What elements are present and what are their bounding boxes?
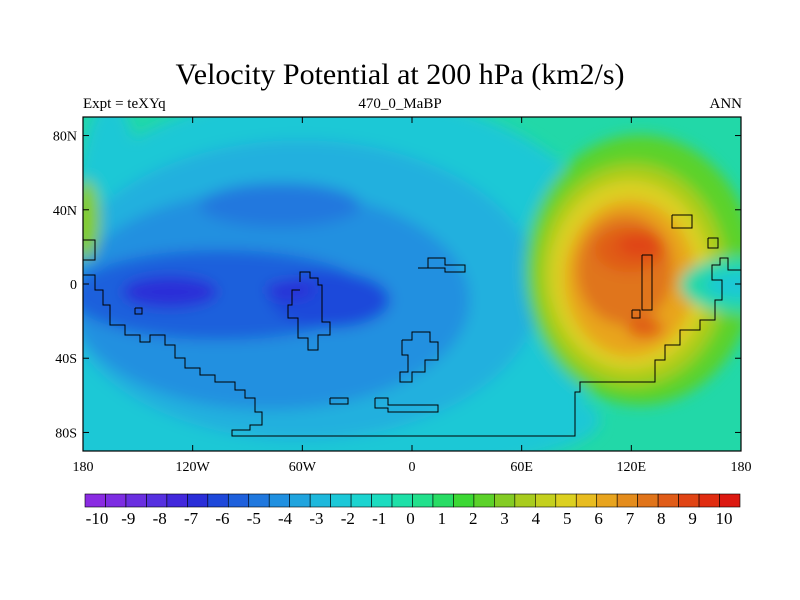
colorbar-swatch	[678, 493, 700, 508]
colorbar-swatch	[453, 493, 475, 508]
colorbar-label: 8	[657, 509, 666, 528]
y-tick-label: 0	[70, 278, 77, 293]
colorbar-label: -4	[278, 509, 293, 528]
colorbar-swatch	[719, 493, 741, 508]
colorbar-label: 0	[406, 509, 415, 528]
colorbar-swatch	[146, 493, 168, 508]
x-tick-label: 60W	[289, 460, 317, 475]
colorbar-label: 4	[532, 509, 541, 528]
colorbar-swatch	[535, 493, 557, 508]
x-tick-label: 0	[409, 460, 416, 475]
coastlines	[83, 214, 741, 437]
colorbar-swatch	[309, 493, 331, 508]
colorbar-label: -8	[153, 509, 167, 528]
experiment-label: Expt = teXYq	[83, 96, 166, 112]
colorbar-swatch	[289, 493, 311, 508]
colorbar-label: -9	[121, 509, 135, 528]
colorbar-label: 10	[716, 509, 733, 528]
colorbar-swatch	[514, 493, 536, 508]
colorbar-swatch	[391, 493, 413, 508]
colorbar-label: -2	[341, 509, 355, 528]
colorbar-label: -1	[372, 509, 386, 528]
plot-title: Velocity Potential at 200 hPa (km2/s)	[175, 58, 625, 91]
colorbar-label: -3	[309, 509, 323, 528]
colorbar-swatch	[248, 493, 270, 508]
colorbar-swatch	[330, 493, 352, 508]
colorbar-label: 9	[688, 509, 697, 528]
colorbar-swatch	[432, 493, 454, 508]
x-axis: 180 120W 60W 0 60E 120E 180	[73, 117, 752, 475]
colorbar-swatch	[166, 493, 188, 508]
colorbar-swatch	[473, 493, 495, 508]
colorbar-label: 3	[500, 509, 509, 528]
x-tick-label: 180	[731, 460, 752, 475]
colorbar-swatch	[268, 493, 290, 508]
colorbar-swatch	[84, 493, 106, 508]
x-tick-label: 120W	[176, 460, 211, 475]
period-label: 470_0_MaBP	[358, 96, 442, 112]
x-tick-label: 60E	[510, 460, 533, 475]
y-tick-label: 40N	[53, 204, 77, 219]
colorbar	[84, 493, 741, 508]
colorbar-labels: -10 -9 -8 -7 -6 -5 -4 -3 -2 -1 0 1 2 3 4 5 6 7 8 9 10	[86, 509, 733, 528]
colorbar-label: -10	[86, 509, 109, 528]
colorbar-label: -7	[184, 509, 199, 528]
colorbar-label: -6	[215, 509, 229, 528]
colorbar-label: 2	[469, 509, 478, 528]
season-label: ANN	[709, 96, 743, 112]
y-axis: 80N 40N 0 40S 80S	[53, 130, 741, 441]
y-tick-label: 80N	[53, 130, 77, 145]
velocity-potential-field	[83, 117, 741, 451]
colorbar-swatch	[616, 493, 638, 508]
colorbar-label: -5	[247, 509, 261, 528]
y-tick-label: 40S	[55, 352, 77, 367]
colorbar-label: 6	[594, 509, 603, 528]
colorbar-label: 1	[438, 509, 447, 528]
colorbar-swatch	[698, 493, 720, 508]
colorbar-swatch	[494, 493, 516, 508]
colorbar-swatch	[657, 493, 679, 508]
colorbar-label: 5	[563, 509, 572, 528]
colorbar-swatch	[371, 493, 393, 508]
colorbar-swatch	[575, 493, 598, 508]
colorbar-swatch	[105, 493, 127, 508]
colorbar-swatch	[227, 493, 250, 508]
x-tick-label: 120E	[617, 460, 647, 475]
colorbar-swatch	[350, 493, 372, 508]
colorbar-swatch	[637, 493, 659, 508]
colorbar-swatch	[412, 493, 434, 508]
colorbar-swatch	[207, 493, 229, 508]
colorbar-swatch	[555, 493, 577, 508]
x-tick-label: 180	[73, 460, 94, 475]
y-tick-label: 80S	[55, 426, 77, 441]
colorbar-swatch	[596, 493, 618, 508]
colorbar-swatch	[187, 493, 209, 508]
colorbar-label: 7	[626, 509, 635, 528]
colorbar-swatch	[125, 493, 147, 508]
